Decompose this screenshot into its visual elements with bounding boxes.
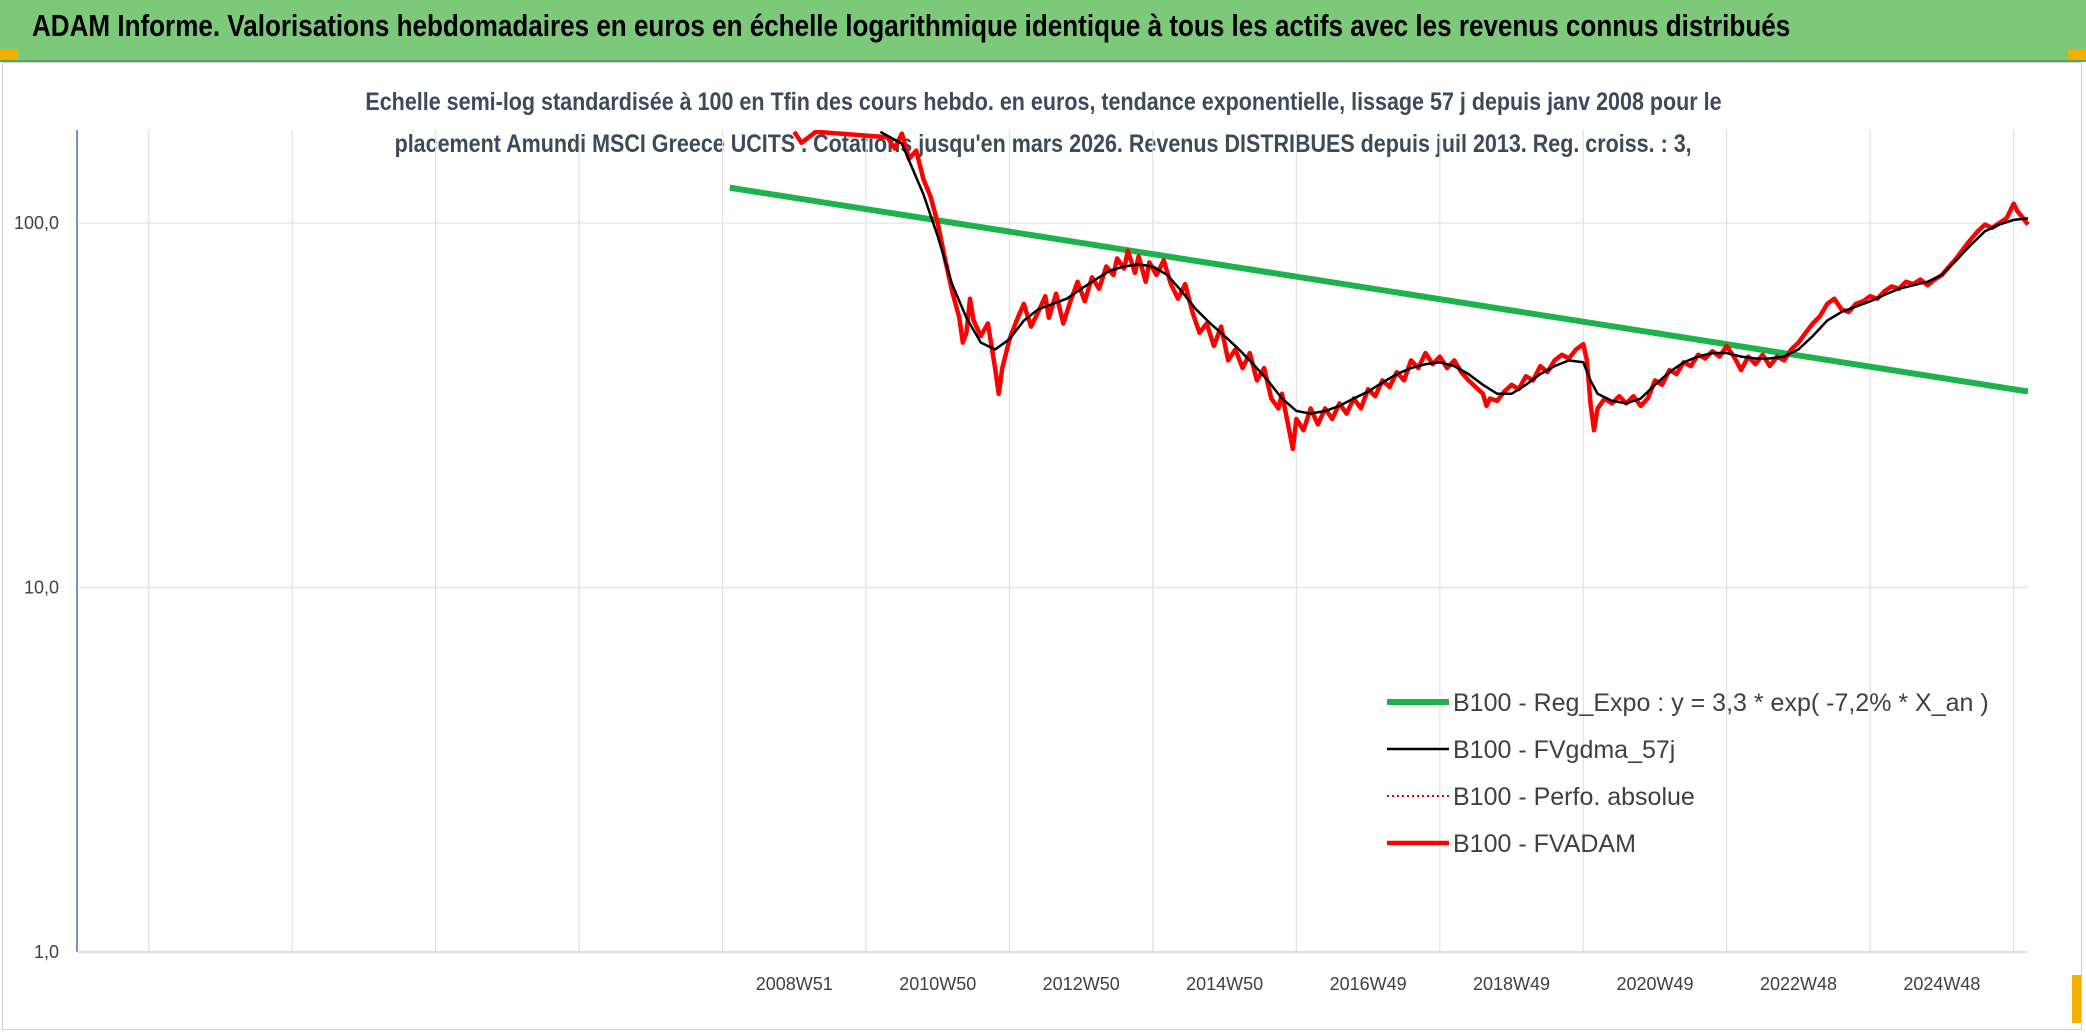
x-tick-label: 2008W51 <box>756 974 833 994</box>
y-tick-label: 100,0 <box>14 213 59 233</box>
series-line-thick-green <box>729 184 2029 395</box>
legend-label: B100 - Reg_Expo : y = 3,3 * exp( -7,2% *… <box>1453 689 1989 717</box>
corner-mark-bottom-right <box>2072 975 2082 1023</box>
legend: B100 - Reg_Expo : y = 3,3 * exp( -7,2% *… <box>1387 689 1989 858</box>
y-tick-label: 1,0 <box>34 942 59 962</box>
x-tick-label: 2020W49 <box>1616 974 1693 994</box>
chart-area <box>2 62 2082 1030</box>
series-line-thin-black <box>879 130 2029 415</box>
corner-mark-top-right <box>2068 50 2086 60</box>
x-tick-label: 2014W50 <box>1186 974 1263 994</box>
x-tick-label: 2024W48 <box>1903 974 1980 994</box>
chart-title-text: Echelle semi-log standardisée à 100 en T… <box>364 88 1722 116</box>
y-tick-label: 10,0 <box>24 578 59 598</box>
legend-label: B100 - FVgdma_57j <box>1453 736 1675 764</box>
chart-title: Echelle semi-log standardisée à 100 en T… <box>0 88 2086 117</box>
corner-mark-top-left <box>0 50 18 60</box>
series-layer <box>729 130 2030 452</box>
page-title: ADAM Informe. Valorisations hebdomadaire… <box>32 8 1791 43</box>
chart-subtitle: placement Amundi MSCI Greece UCITS . Cot… <box>0 130 2086 159</box>
series-line-thick-red <box>792 130 2030 452</box>
chart-subtitle-text: placement Amundi MSCI Greece UCITS . Cot… <box>394 130 1692 158</box>
x-tick-label: 2010W50 <box>899 974 976 994</box>
x-tick-label: 2016W49 <box>1330 974 1407 994</box>
axes: 1,0 10,0 100,0 2008W51 2010W50 2012W50 2014W50… <box>14 130 2028 994</box>
header-banner: ADAM Informe. Valorisations hebdomadaire… <box>0 0 2086 62</box>
legend-label: B100 - Perfo. absolue <box>1453 783 1695 811</box>
x-tick-label: 2012W50 <box>1043 974 1120 994</box>
x-tick-label: 2018W49 <box>1473 974 1550 994</box>
legend-label: B100 - FVADAM <box>1453 830 1636 858</box>
grid <box>77 130 2028 953</box>
x-tick-label: 2022W48 <box>1760 974 1837 994</box>
